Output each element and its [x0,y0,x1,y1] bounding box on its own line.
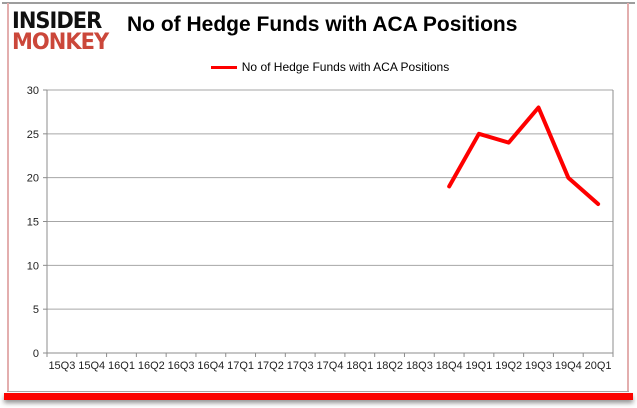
x-axis-label: 18Q4 [436,360,463,372]
insider-monkey-logo: INSIDER MONKEY [12,7,130,55]
x-axis-label: 19Q1 [465,360,492,372]
card-bottom-line [7,391,629,392]
right-border [627,3,629,392]
x-axis-label: 16Q4 [197,360,224,372]
legend-label: No of Hedge Funds with ACA Positions [241,60,450,74]
x-axis-label: 17Q2 [257,360,284,372]
x-axis-label: 18Q2 [376,360,403,372]
legend: No of Hedge Funds with ACA Positions [47,58,613,76]
logo-line2: MONKEY [12,28,109,55]
legend-line-swatch [210,65,237,69]
y-axis-label: 20 [27,173,39,185]
y-axis-label: 10 [27,260,39,272]
logo-line1: INSIDER [12,7,102,34]
x-axis-label: 18Q3 [406,360,433,372]
x-axis-label: 17Q3 [287,360,314,372]
x-axis-label: 19Q4 [555,360,582,372]
x-axis-label: 16Q3 [168,360,195,372]
y-axis-label: 0 [33,348,39,360]
y-axis-label: 5 [33,304,39,316]
top-border [2,2,635,4]
y-axis-label: 30 [27,85,39,97]
x-axis-label: 15Q4 [78,360,105,372]
x-axis-label: 20Q1 [585,360,612,372]
x-axis-label: 19Q2 [495,360,522,372]
left-border [7,3,9,392]
x-axis-label: 17Q4 [317,360,344,372]
x-axis-label: 19Q3 [525,360,552,372]
x-axis-label: 17Q1 [227,360,254,372]
x-axis-label: 16Q2 [138,360,165,372]
x-axis-label: 15Q3 [48,360,75,372]
bottom-red-bar [4,393,633,400]
chart-title: No of Hedge Funds with ACA Positions [127,13,518,36]
y-axis-label: 25 [27,129,39,141]
y-axis-label: 15 [27,217,39,229]
x-axis-label: 16Q1 [108,360,135,372]
x-axis-label: 18Q1 [346,360,373,372]
series-line [447,105,601,206]
